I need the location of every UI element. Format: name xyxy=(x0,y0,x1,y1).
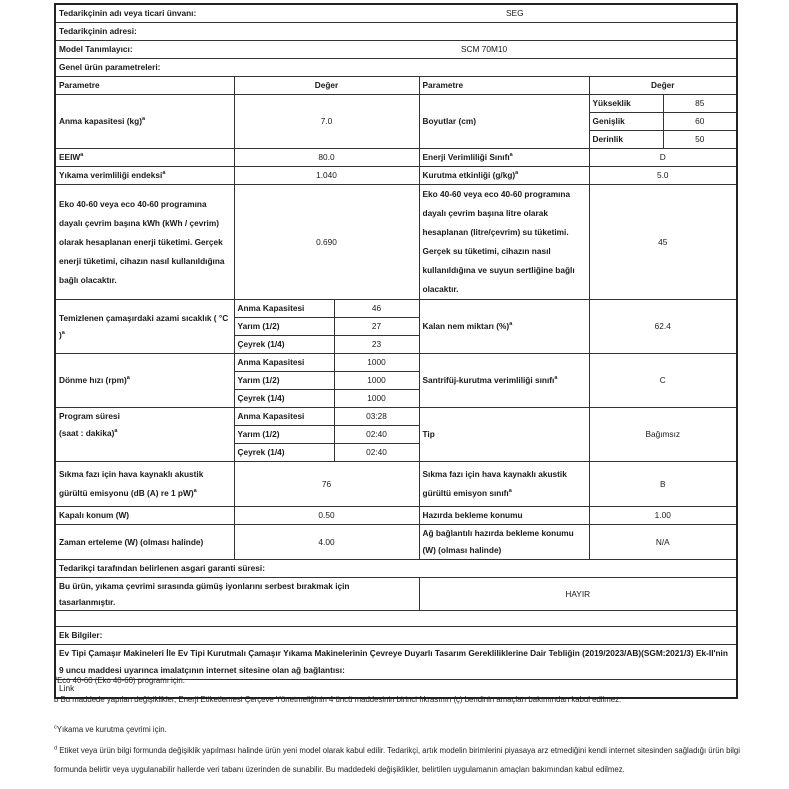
footnote-marker: d xyxy=(54,745,58,752)
header-param: Parametre xyxy=(54,76,235,95)
noise-value: 76 xyxy=(233,461,420,507)
network-standby-value: N/A xyxy=(588,524,738,560)
temperature-sub-label: Anma Kapasitesi xyxy=(233,299,335,318)
supplier-name-label: Tedarikçinin adı veya ticari ünvanı: xyxy=(54,3,234,23)
footnote-a: aEco 40-60 (Eko 40-60) programı için. xyxy=(54,675,185,685)
spin-sub-value: 1000 xyxy=(333,371,420,390)
noise-class-value: B xyxy=(588,461,738,507)
footnote-marker: a xyxy=(554,375,558,382)
delay-label: Zaman erteleme (W) (olması halinde) xyxy=(54,524,235,560)
spin-sub-label: Çeyrek (1/4) xyxy=(233,389,335,408)
spin-sub-value: 1000 xyxy=(333,353,420,372)
footnote-marker: a xyxy=(142,116,146,123)
footnote-marker: a xyxy=(54,675,58,682)
regulation-text: Ev Tipi Çamaşır Makineleri İle Ev Tipi K… xyxy=(54,644,738,680)
moisture-value: 62.4 xyxy=(588,299,738,354)
spin-class-label: Santrifüj-kurutma verimliliği sınıfıa xyxy=(418,353,590,408)
footnote-marker: a xyxy=(509,321,513,328)
water-consumption-value: 45 xyxy=(588,184,738,300)
footnote-marker: a xyxy=(515,170,519,177)
footnote-c: cYıkama ve kurutma çevrimi için. xyxy=(54,724,167,734)
product-info-sheet: Tedarikçinin adı veya ticari ünvanı: SEG… xyxy=(54,3,739,699)
footnote-marker: c xyxy=(54,724,57,731)
spin-label: Dönme hızı (rpm)a xyxy=(54,353,235,408)
width-label: Genişlik xyxy=(588,112,664,131)
duration-sub-label: Anma Kapasitesi xyxy=(233,407,335,426)
dimensions-label: Boyutlar (cm) xyxy=(418,94,590,149)
spin-class-value: C xyxy=(588,353,738,408)
spin-sub-label: Anma Kapasitesi xyxy=(233,353,335,372)
energy-consumption-value: 0.690 xyxy=(233,184,420,300)
eeiw-label: EEIWa xyxy=(54,148,235,167)
footnote-marker: a xyxy=(509,152,513,159)
temperature-sub-label: Çeyrek (1/4) xyxy=(233,335,335,354)
energy-class-value: D xyxy=(588,148,738,167)
height-label: Yükseklik xyxy=(588,94,664,113)
type-value: Bağımsız xyxy=(588,407,738,462)
network-standby-label: Ağ bağlantılı hazırda bekleme konumu (W)… xyxy=(418,524,590,560)
temperature-sub-value: 23 xyxy=(333,335,420,354)
footnote-d: d Etiket veya ürün bilgi formunda değişi… xyxy=(54,745,740,774)
off-mode-label: Kapalı konum (W) xyxy=(54,506,235,525)
drying-label: Kurutma etkinliği (g/kg)a xyxy=(418,166,590,185)
supplier-name-row: Tedarikçinin adı veya ticari ünvanı: SEG xyxy=(54,3,738,23)
water-consumption-label: Eko 40-60 veya eco 40-60 programına daya… xyxy=(418,184,590,300)
header-param: Parametre xyxy=(418,76,590,95)
standby-label: Hazırda bekleme konumu xyxy=(418,506,590,525)
temperature-sub-label: Yarım (1/2) xyxy=(233,317,335,336)
duration-sub-label: Çeyrek (1/4) xyxy=(233,443,335,462)
temperature-label: Temizlenen çamaşırdaki azami sıcaklık ( … xyxy=(54,299,235,354)
wash-index-value: 1.040 xyxy=(233,166,420,185)
height-value: 85 xyxy=(662,94,738,113)
depth-label: Derinlik xyxy=(588,130,664,149)
noise-class-label: Sıkma fazı için hava kaynaklı akustik gü… xyxy=(418,461,590,507)
energy-class-label: Enerji Verimliliği Sınıfıa xyxy=(418,148,590,167)
footnote-marker: a xyxy=(80,152,84,159)
supplier-address-label: Tedarikçinin adresi: xyxy=(54,22,738,41)
footnote-marker: a xyxy=(162,170,166,177)
duration-label: Program süresi (saat : dakika)a xyxy=(54,407,235,462)
general-params-label: Genel ürün parametreleri: xyxy=(54,58,738,77)
moisture-label: Kalan nem miktarı (%)a xyxy=(418,299,590,354)
empty-row xyxy=(54,610,738,627)
silver-value: HAYIR xyxy=(418,577,738,611)
drying-value: 5.0 xyxy=(588,166,738,185)
header-value: Değer xyxy=(588,76,738,95)
duration-sub-label: Yarım (1/2) xyxy=(233,425,335,444)
energy-consumption-label: Eko 40-60 veya eco 40-60 programına daya… xyxy=(54,184,235,300)
eeiw-value: 80.0 xyxy=(233,148,420,167)
off-mode-value: 0.50 xyxy=(233,506,420,525)
capacity-label: Anma kapasitesi (kg)a xyxy=(54,94,235,149)
footnote-marker: a xyxy=(193,488,197,495)
temperature-sub-value: 27 xyxy=(333,317,420,336)
footnote-marker: a xyxy=(114,428,118,435)
footnote-marker: a xyxy=(61,329,65,336)
footnote-marker: a xyxy=(508,488,512,495)
delay-value: 4.00 xyxy=(233,524,420,560)
spin-sub-label: Yarım (1/2) xyxy=(233,371,335,390)
depth-value: 50 xyxy=(662,130,738,149)
temperature-sub-value: 46 xyxy=(333,299,420,318)
model-value: SCM 70M10 xyxy=(234,40,738,59)
supplier-name-value: SEG xyxy=(234,3,738,23)
extra-info-label: Ek Bilgiler: xyxy=(54,626,738,645)
model-label: Model Tanımlayıcı: xyxy=(54,40,234,59)
width-value: 60 xyxy=(662,112,738,131)
standby-value: 1.00 xyxy=(588,506,738,525)
noise-label: Sıkma fazı için hava kaynaklı akustik gü… xyxy=(54,461,235,507)
link[interactable]: Link xyxy=(54,679,738,699)
type-label: Tip xyxy=(418,407,590,462)
footnote-marker: a xyxy=(126,375,130,382)
footnote-b: b Bu maddede yapılan değişiklikler, Ener… xyxy=(54,695,622,704)
header-row: Parametre Değer Parametre Değer xyxy=(54,76,738,95)
duration-sub-value: 02:40 xyxy=(333,425,420,444)
warranty-label: Tedarikçi tarafından belirlenen asgari g… xyxy=(54,559,738,578)
duration-sub-value: 02:40 xyxy=(333,443,420,462)
silver-label: Bu ürün, yıkama çevrimi sırasında gümüş … xyxy=(54,577,420,611)
duration-sub-value: 03:28 xyxy=(333,407,420,426)
wash-index-label: Yıkama verimliliği endeksia xyxy=(54,166,235,185)
spin-sub-value: 1000 xyxy=(333,389,420,408)
header-value: Değer xyxy=(233,76,420,95)
capacity-value: 7.0 xyxy=(233,94,420,149)
